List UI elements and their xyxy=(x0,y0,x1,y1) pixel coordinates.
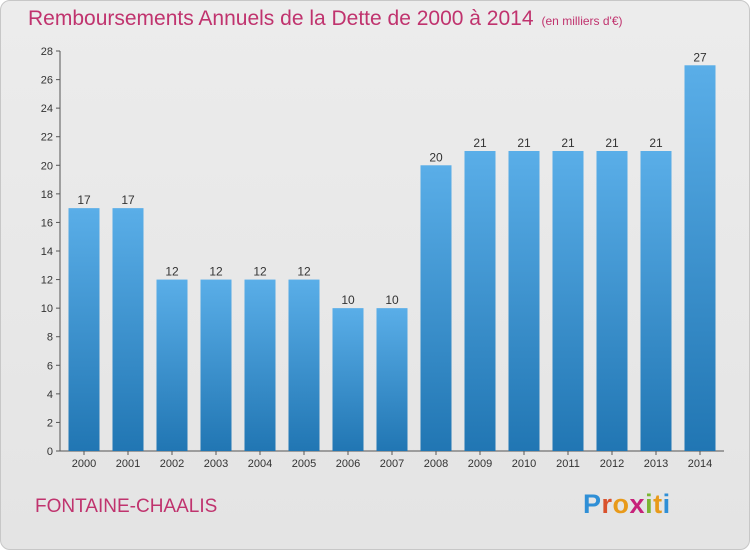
y-tick-label: 24 xyxy=(41,103,53,115)
bar xyxy=(420,165,452,452)
bar xyxy=(332,308,364,451)
proxiti-logo: Proxiti xyxy=(583,489,671,520)
bar xyxy=(552,151,584,451)
x-tick-label: 2001 xyxy=(116,458,140,470)
bar xyxy=(244,279,276,451)
logo-letter: i xyxy=(662,489,671,519)
logo-letter: P xyxy=(583,489,602,519)
x-tick-label: 2013 xyxy=(644,458,668,470)
bar-value-label: 21 xyxy=(517,136,531,150)
chart-title-text: Remboursements Annuels de la Dette de 20… xyxy=(28,7,534,30)
bar-value-label: 12 xyxy=(253,265,267,279)
bar xyxy=(200,279,232,451)
y-tick-label: 22 xyxy=(41,132,53,144)
x-tick-label: 2009 xyxy=(468,458,492,470)
x-tick-label: 2000 xyxy=(72,458,96,470)
x-tick-label: 2005 xyxy=(292,458,316,470)
y-tick-label: 28 xyxy=(41,46,53,58)
y-tick-label: 6 xyxy=(47,360,53,372)
bar-value-label: 12 xyxy=(297,265,311,279)
y-tick-label: 14 xyxy=(41,246,53,258)
bar-value-label: 27 xyxy=(693,50,707,64)
logo-letter: x xyxy=(629,489,646,519)
bar xyxy=(376,308,408,451)
x-tick-label: 2012 xyxy=(600,458,624,470)
y-tick-label: 26 xyxy=(41,75,53,87)
logo-letter: r xyxy=(601,489,613,519)
x-tick-label: 2008 xyxy=(424,458,448,470)
bar-value-label: 10 xyxy=(385,293,399,307)
bar-value-label: 21 xyxy=(561,136,575,150)
x-tick-label: 2004 xyxy=(248,458,272,470)
bars: 17 17 12 12 12 12 10 10 20 21 21 21 21 21 27 xyxy=(68,50,716,452)
bar xyxy=(68,208,100,451)
x-tick-label: 2010 xyxy=(512,458,536,470)
x-tick-label: 2002 xyxy=(160,458,184,470)
bar xyxy=(112,208,144,451)
bar-value-label: 12 xyxy=(209,265,223,279)
logo-letter: t xyxy=(653,489,663,519)
bar xyxy=(464,151,496,451)
commune-name: FONTAINE-CHAALIS xyxy=(35,496,218,517)
chart-unit: (en milliers d'€) xyxy=(541,14,623,28)
bar xyxy=(596,151,628,451)
bar-value-label: 17 xyxy=(77,193,91,207)
x-tick-label: 2007 xyxy=(380,458,404,470)
y-tick-label: 0 xyxy=(47,446,53,458)
logo-letter: i xyxy=(645,489,654,519)
bar-value-label: 17 xyxy=(121,193,135,207)
bar xyxy=(684,65,716,452)
y-tick-label: 16 xyxy=(41,217,53,229)
bar xyxy=(640,151,672,451)
bar-value-label: 21 xyxy=(649,136,663,150)
y-tick-label: 8 xyxy=(47,332,53,344)
bar xyxy=(288,279,320,451)
logo-letter: o xyxy=(612,489,630,519)
bar-value-label: 12 xyxy=(165,265,179,279)
x-tick-label: 2011 xyxy=(556,458,580,470)
x-tick-label: 2014 xyxy=(688,458,712,470)
x-tick-label: 2006 xyxy=(336,458,360,470)
y-tick-label: 18 xyxy=(41,189,53,201)
y-tick-label: 4 xyxy=(47,389,53,401)
bar-value-label: 21 xyxy=(473,136,487,150)
y-tick-label: 2 xyxy=(47,417,53,429)
bar-value-label: 20 xyxy=(429,150,443,164)
x-tick-label: 2003 xyxy=(204,458,228,470)
bar-value-label: 10 xyxy=(341,293,355,307)
y-tick-label: 12 xyxy=(41,275,53,287)
y-tick-label: 20 xyxy=(41,160,53,172)
chart-title: Remboursements Annuels de la Dette de 20… xyxy=(28,7,623,31)
bar xyxy=(508,151,540,451)
bar-value-label: 21 xyxy=(605,136,619,150)
y-tick-label: 10 xyxy=(41,303,53,315)
bar xyxy=(156,279,188,451)
